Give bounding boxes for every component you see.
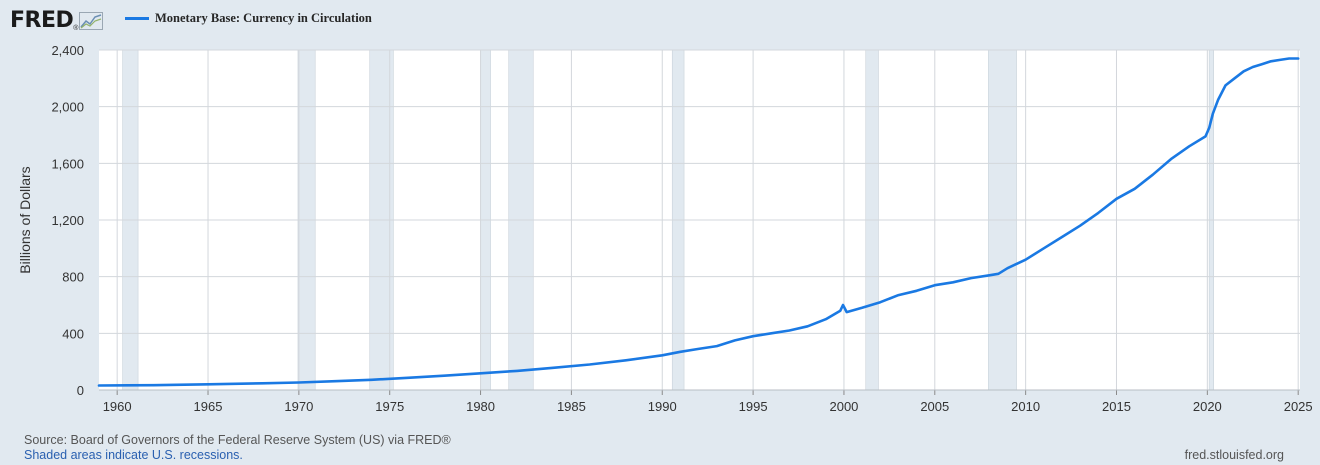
x-tick-label: 2015 bbox=[1102, 399, 1131, 414]
x-tick-label: 1985 bbox=[557, 399, 586, 414]
x-tick-label: 2010 bbox=[1011, 399, 1040, 414]
x-tick-label: 1980 bbox=[466, 399, 495, 414]
y-tick-label: 0 bbox=[77, 383, 84, 398]
series-line-currency-in-circulation bbox=[97, 57, 1300, 387]
recession-note-link[interactable]: Shaded areas indicate U.S. recessions. bbox=[24, 448, 243, 462]
trend-graph-icon bbox=[79, 12, 104, 30]
x-tick-label: 2020 bbox=[1193, 399, 1222, 414]
fred-logo[interactable]: FRED ® bbox=[10, 6, 104, 36]
x-axis-ticks: 1960 1965 1970 1975 1980 1985 1990 1995 2000 2005… bbox=[99, 389, 1313, 414]
y-tick-label: 800 bbox=[62, 270, 84, 285]
fred-brand-reg: ® bbox=[73, 25, 79, 32]
y-tick-label: 2,400 bbox=[51, 43, 84, 58]
y-tick-label: 400 bbox=[62, 326, 84, 341]
y-axis-ticks: 0 400 800 1,200 1,600 2,000 2,400 bbox=[51, 43, 84, 398]
chart-legend[interactable]: Monetary Base: Currency in Circulation bbox=[125, 11, 372, 26]
y-tick-label: 2,000 bbox=[51, 100, 84, 115]
x-tick-label: 1990 bbox=[648, 399, 677, 414]
x-tick-label: 1970 bbox=[284, 399, 313, 414]
x-tick-label: 1965 bbox=[194, 399, 223, 414]
legend-swatch bbox=[125, 17, 149, 20]
y-tick-label: 1,200 bbox=[51, 213, 84, 228]
y-axis-label: Billions of Dollars bbox=[17, 166, 33, 273]
legend-label: Monetary Base: Currency in Circulation bbox=[155, 11, 372, 25]
x-tick-label: 2025 bbox=[1284, 399, 1313, 414]
footer-source: Source: Board of Governors of the Federa… bbox=[24, 433, 451, 447]
x-tick-label: 1960 bbox=[103, 399, 132, 414]
x-tick-label: 1975 bbox=[375, 399, 404, 414]
fred-brand-text: FRED bbox=[10, 8, 74, 33]
x-tick-label: 2005 bbox=[920, 399, 949, 414]
x-tick-label: 2000 bbox=[829, 399, 858, 414]
fred-site-link[interactable]: fred.stlouisfed.org bbox=[1184, 448, 1284, 462]
y-tick-label: 1,600 bbox=[51, 156, 84, 171]
x-tick-label: 1995 bbox=[739, 399, 768, 414]
